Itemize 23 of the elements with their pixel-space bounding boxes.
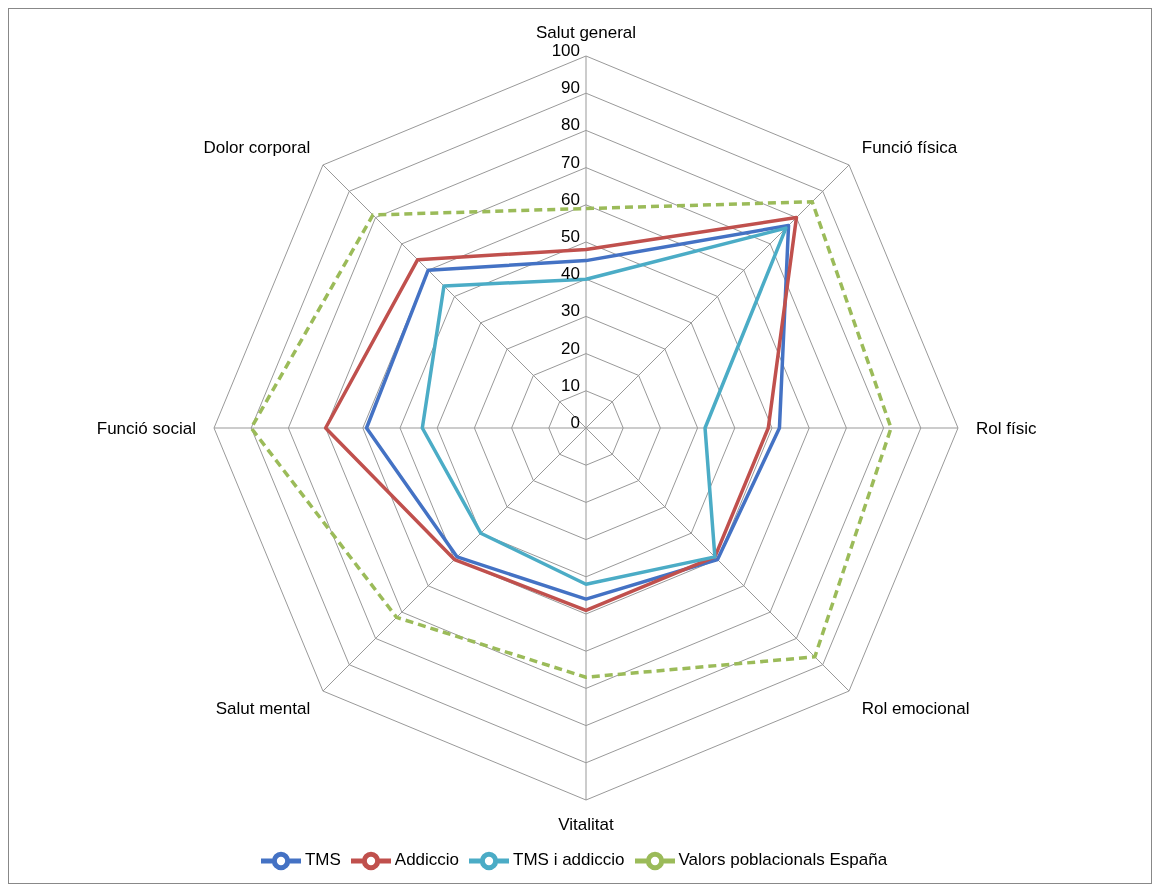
legend-label: TMS i addiccio xyxy=(513,850,625,870)
y-tick-label: 60 xyxy=(561,189,580,209)
y-tick-label: 10 xyxy=(561,375,580,395)
spoke-label: Dolor corporal xyxy=(203,138,311,158)
y-tick-label: 50 xyxy=(561,227,580,246)
y-tick-label: 80 xyxy=(561,115,580,135)
legend-label: Valors poblacionals España xyxy=(678,850,888,870)
y-tick-label: 100 xyxy=(551,41,580,60)
spoke-label: Rol físic xyxy=(976,418,1037,438)
spoke-label: Salut general xyxy=(535,22,637,42)
legend-label: Addiccio xyxy=(394,850,460,870)
legend-label: TMS xyxy=(304,850,341,870)
spoke-label: Rol emocional xyxy=(861,698,970,718)
y-tick-label: 20 xyxy=(561,338,580,358)
y-tick-label: 0 xyxy=(570,413,580,432)
spoke-label: Funció física xyxy=(861,138,958,158)
spoke-label: Funció social xyxy=(96,418,196,438)
spoke-label: Vitalitat xyxy=(558,814,614,834)
y-tick-label: 90 xyxy=(561,78,580,98)
y-tick-label: 70 xyxy=(561,152,580,172)
y-tick-label: 40 xyxy=(561,264,580,284)
y-tick-label: 30 xyxy=(561,301,580,321)
spoke-label: Salut mental xyxy=(215,698,311,718)
